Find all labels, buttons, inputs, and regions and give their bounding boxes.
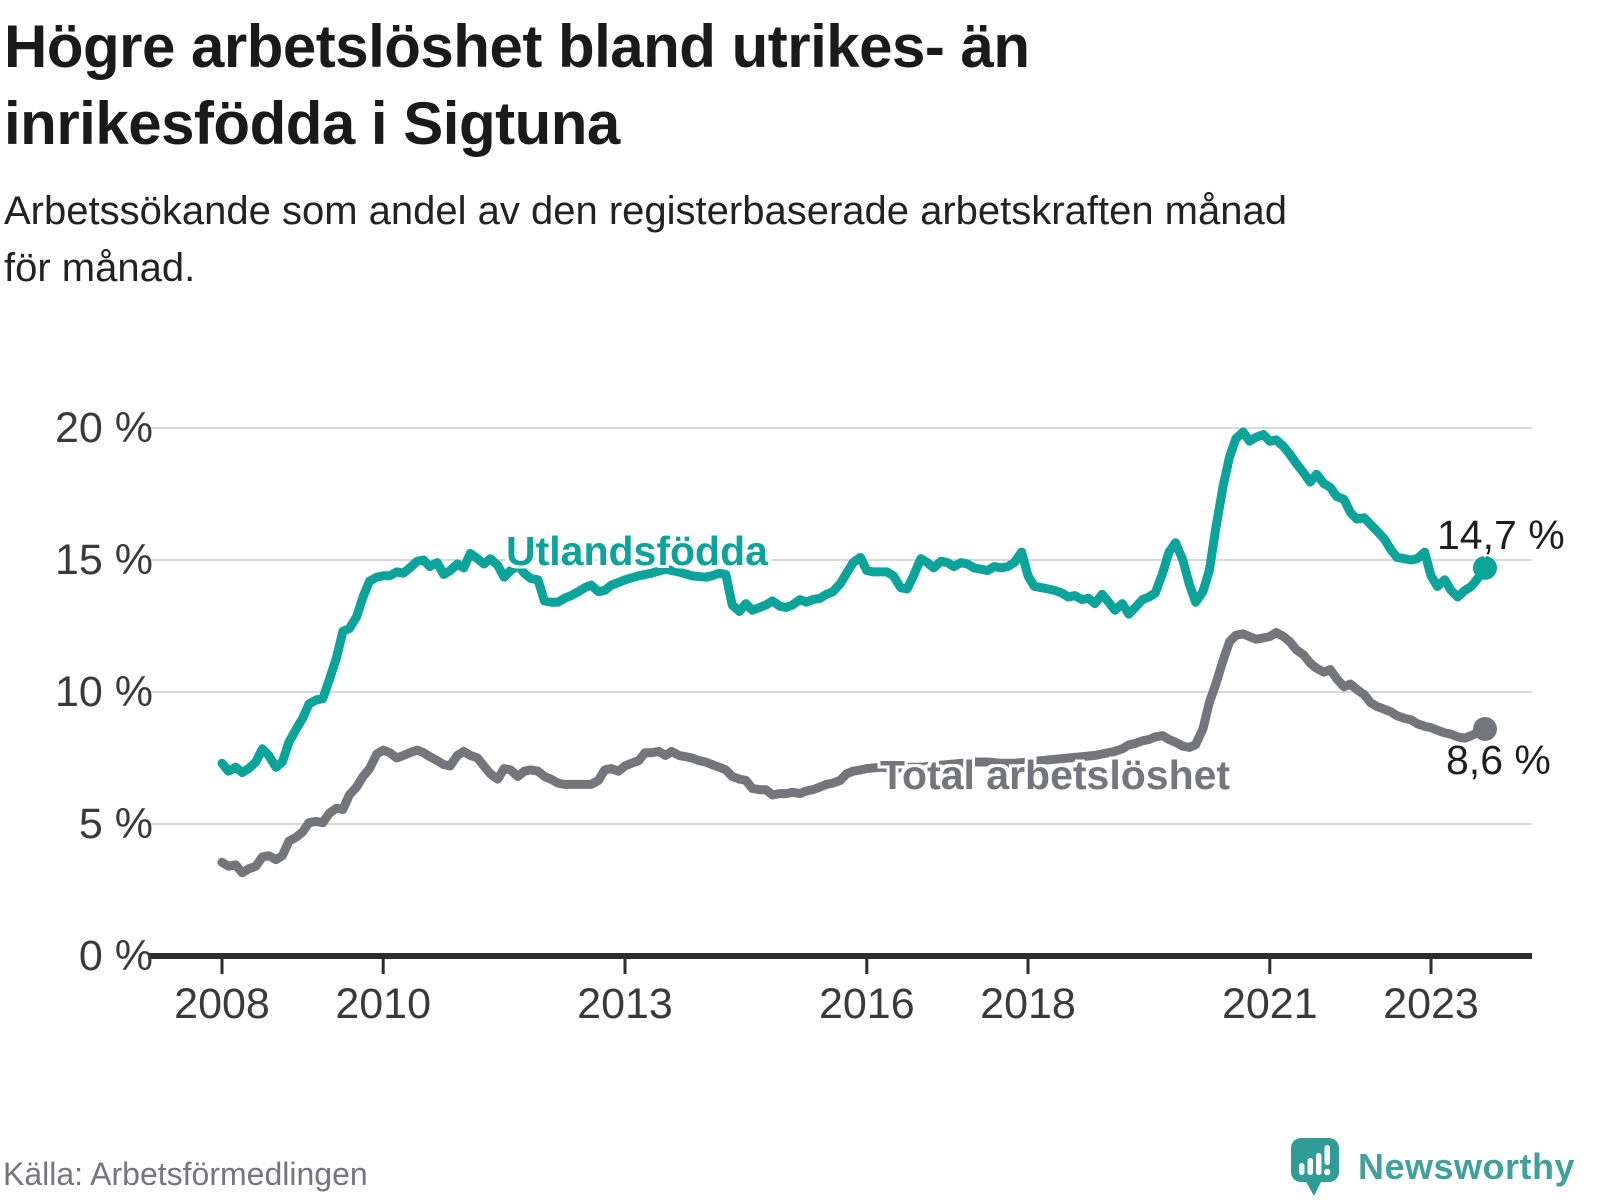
x-tick-label: 2023 xyxy=(1383,980,1479,1028)
end-value-label-utlandsfodda: 14,7 % xyxy=(1437,512,1565,558)
chart-subtitle: Arbetssökande som andel av den registerb… xyxy=(4,183,1584,297)
x-tick-label: 2021 xyxy=(1221,980,1318,1028)
y-tick-label: 10 % xyxy=(54,668,153,716)
series-label-total-arbetsloshet: Total arbetslöshet xyxy=(880,752,1231,798)
series-line-total xyxy=(217,628,1490,878)
chart-subtitle-line2: för månad. xyxy=(4,246,196,290)
source-caption: Källa: Arbetsförmedlingen xyxy=(3,1156,368,1192)
newsworthy-logo-icon xyxy=(1291,1138,1339,1196)
y-tick-label: 5 % xyxy=(78,800,153,848)
chart-subtitle-line1: Arbetssökande som andel av den registerb… xyxy=(4,189,1287,233)
x-tick-label: 2018 xyxy=(980,980,1076,1028)
x-tick-label: 2008 xyxy=(174,980,270,1028)
y-tick-label: 0 % xyxy=(78,932,153,980)
x-tick-label: 2010 xyxy=(335,980,432,1028)
x-tick-label: 2013 xyxy=(577,980,673,1028)
page-title-line2: inrikesfödda i Sigtuna xyxy=(4,90,620,157)
end-value-label-total: 8,6 % xyxy=(1446,737,1551,783)
y-tick-label: 15 % xyxy=(54,536,153,584)
brand-name: Newsworthy xyxy=(1358,1146,1576,1187)
page-title: Högre arbetslöshet bland utrikes- än inr… xyxy=(4,8,1564,162)
x-tick-label: 2016 xyxy=(818,980,915,1028)
page-title-line1: Högre arbetslöshet bland utrikes- än xyxy=(4,13,1030,80)
y-tick-label: 20 % xyxy=(54,404,153,452)
series-end-dot-utlandsfodda xyxy=(1473,555,1497,580)
series-end-dot-total xyxy=(1473,717,1497,741)
series-label-utlandsfodda: Utlandsfödda xyxy=(506,528,768,574)
series-line-utlandsfodda xyxy=(217,427,1490,777)
